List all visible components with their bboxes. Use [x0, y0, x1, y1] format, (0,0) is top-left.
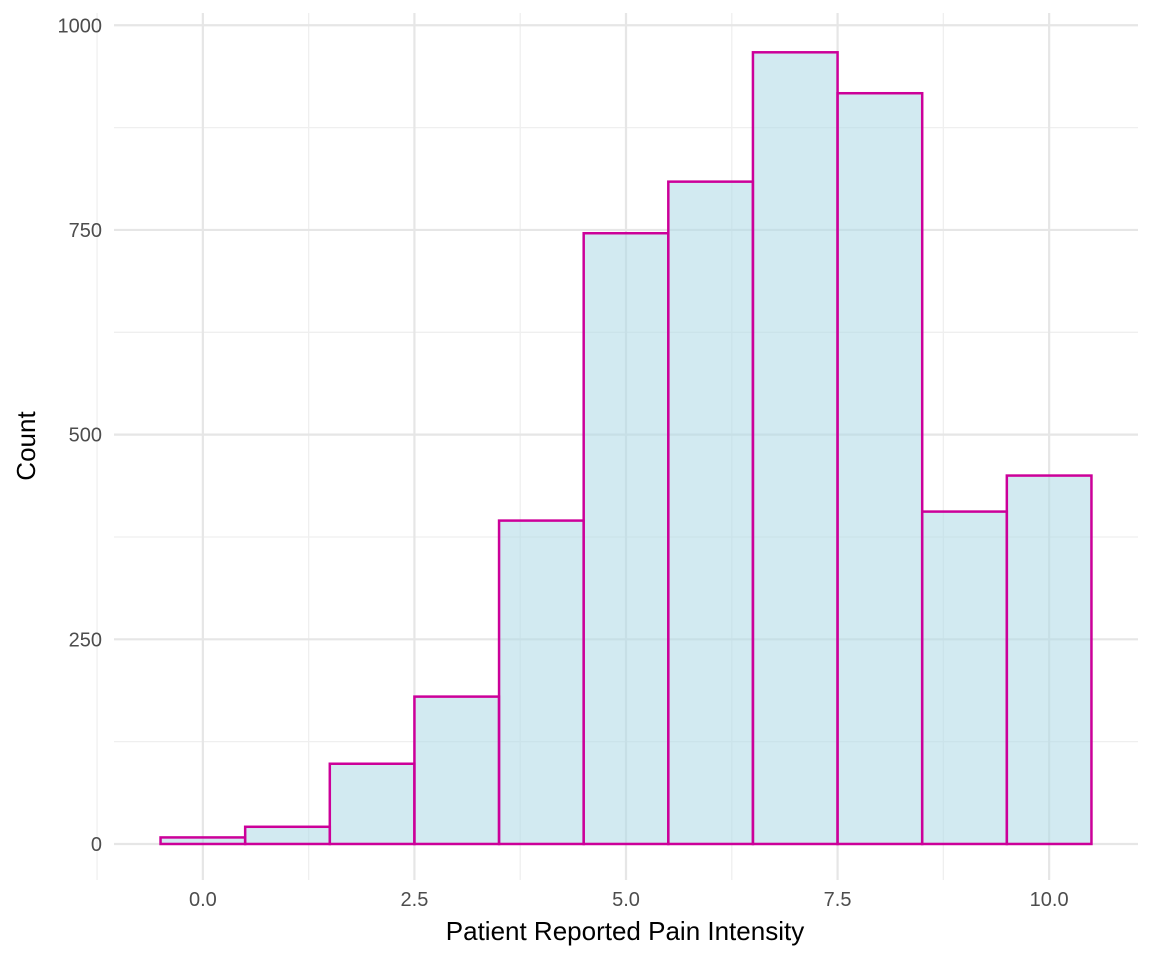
- histogram-bar: [243, 825, 332, 846]
- histogram-bar: [920, 510, 1009, 846]
- y-tick-label: 0: [91, 834, 102, 856]
- histogram-bar: [159, 836, 247, 846]
- y-tick-label: 750: [69, 220, 102, 242]
- histogram-bar: [582, 231, 670, 846]
- histogram-bar: [413, 695, 501, 846]
- y-axis-ticks: 0 250 500 750 1000: [58, 15, 103, 856]
- x-tick-label: 7.5: [824, 889, 852, 911]
- y-tick-label: 250: [69, 629, 102, 651]
- histogram-bar: [751, 51, 839, 846]
- x-axis-title: Patient Reported Pain Intensity: [446, 916, 804, 946]
- x-tick-label: 0.0: [189, 889, 217, 911]
- x-tick-label: 10.0: [1030, 889, 1069, 911]
- x-tick-label: 5.0: [612, 889, 640, 911]
- histogram-bar: [836, 91, 924, 846]
- histogram-bar: [667, 180, 755, 846]
- x-axis-ticks: 0.0 2.5 5.0 7.5 10.0: [189, 889, 1069, 911]
- histogram-bar: [497, 519, 585, 846]
- histogram-bars: [159, 51, 1093, 846]
- histogram-bar: [1005, 474, 1093, 846]
- y-tick-label: 1000: [58, 15, 103, 37]
- y-tick-label: 500: [69, 425, 102, 447]
- histogram-bar: [328, 762, 416, 846]
- y-axis-title: Count: [11, 411, 41, 481]
- x-tick-label: 2.5: [401, 889, 429, 911]
